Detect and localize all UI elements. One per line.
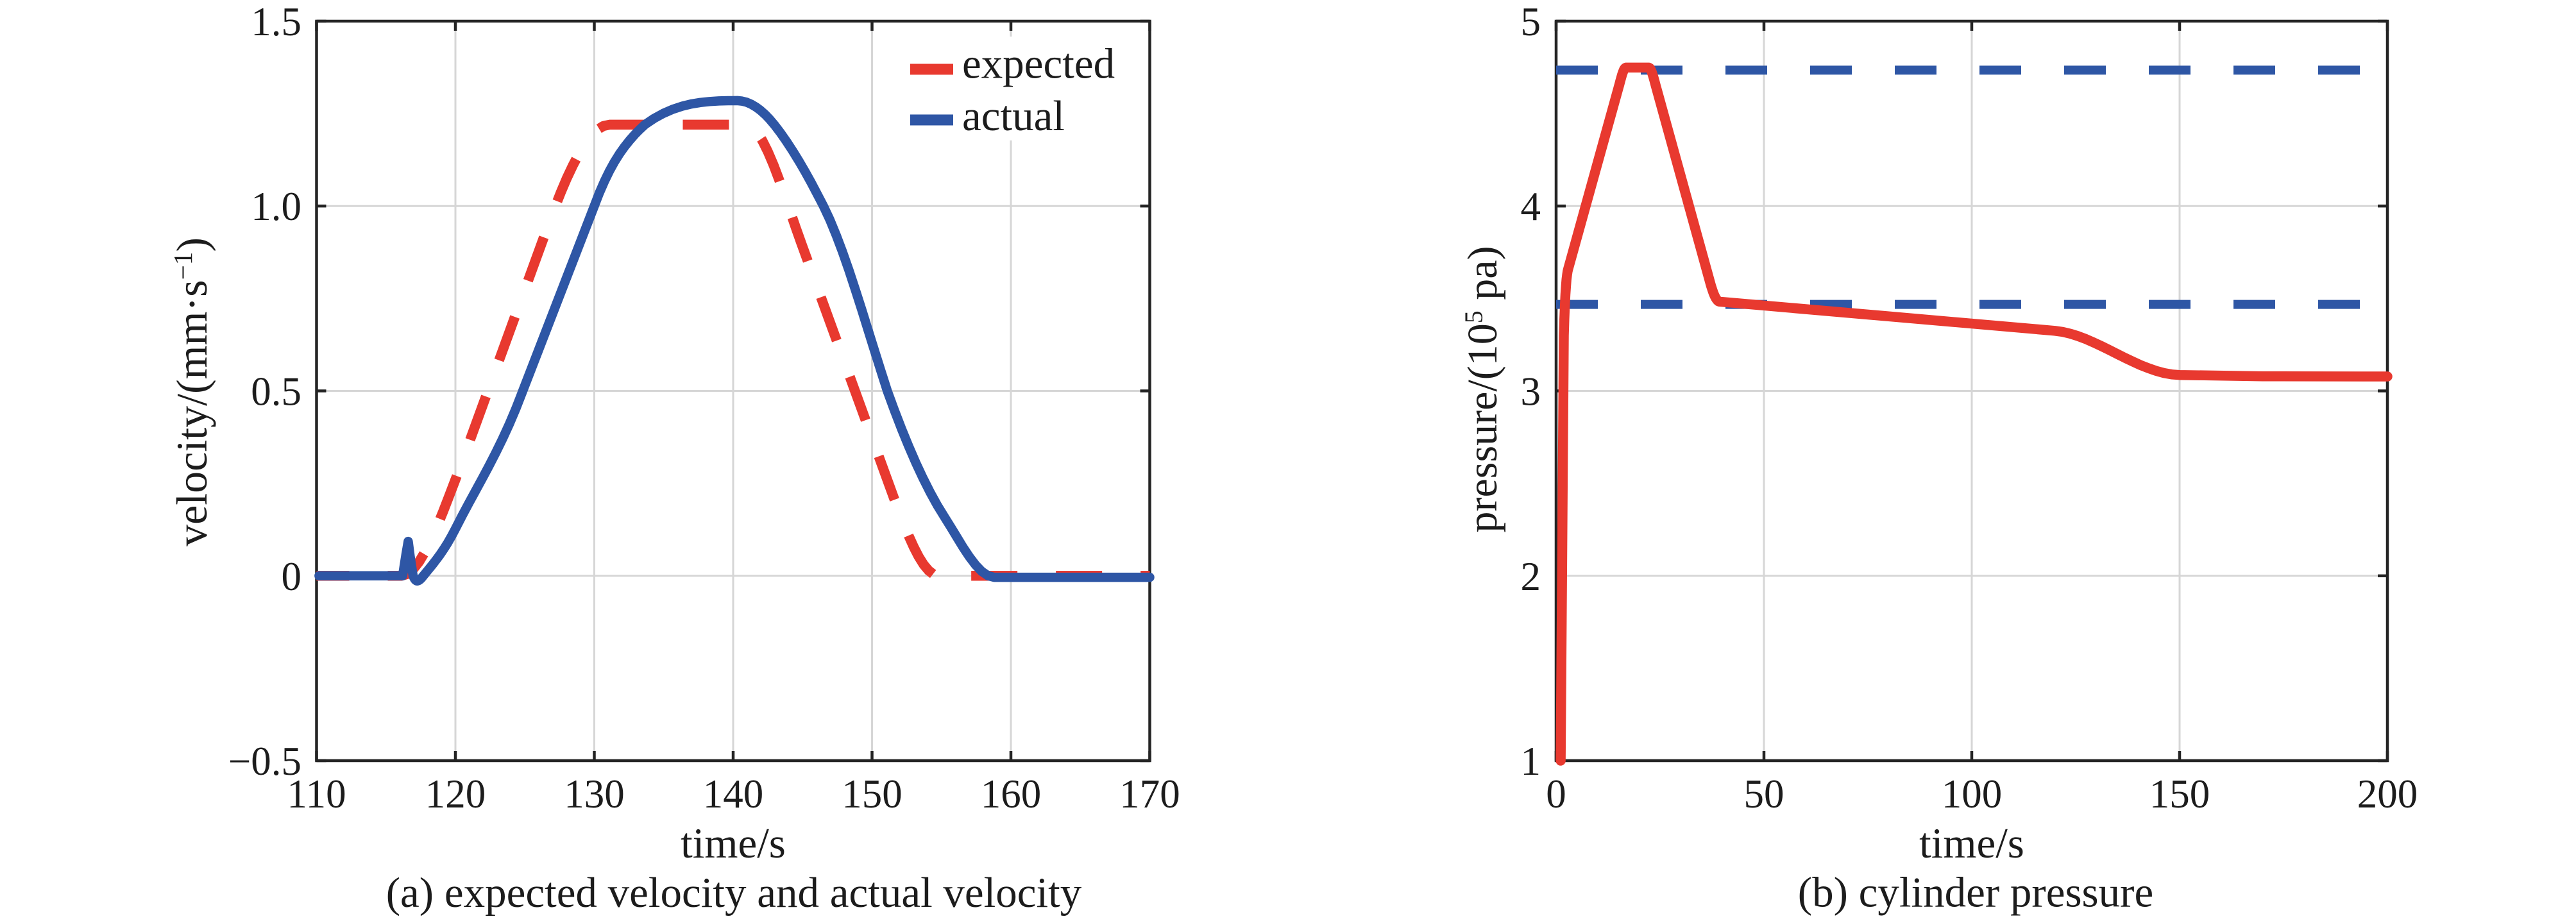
svg-text:1.0: 1.0 [251,184,301,229]
svg-text:4: 4 [1521,184,1541,229]
svg-text:0.5: 0.5 [251,369,301,414]
svg-text:170: 170 [1119,772,1180,816]
svg-text:0: 0 [282,554,302,599]
svg-text:110: 110 [287,772,346,816]
svg-text:(a) expected velocity and actu: (a) expected velocity and actual velocit… [386,869,1082,917]
svg-text:5: 5 [1521,0,1541,44]
svg-text:160: 160 [981,772,1042,816]
svg-text:velocity/(mm·s−1): velocity/(mm·s−1) [167,237,216,546]
svg-text:2: 2 [1521,554,1541,599]
svg-text:actual: actual [962,92,1065,140]
svg-text:1: 1 [1521,739,1541,784]
svg-text:140: 140 [703,772,764,816]
svg-text:−0.5: −0.5 [228,739,301,784]
svg-text:100: 100 [1942,772,2003,816]
svg-text:pressure/(105 pa): pressure/(105 pa) [1459,246,1506,532]
svg-text:150: 150 [2149,772,2210,816]
svg-text:0: 0 [1546,772,1566,816]
svg-text:(b) cylinder pressure: (b) cylinder pressure [1798,869,2153,917]
svg-text:time/s: time/s [681,820,786,867]
svg-text:time/s: time/s [1919,820,2024,867]
svg-text:130: 130 [564,772,625,816]
svg-text:expected: expected [962,40,1115,88]
svg-text:120: 120 [425,772,486,816]
svg-text:3: 3 [1521,369,1541,414]
svg-text:200: 200 [2357,772,2418,816]
svg-text:1.5: 1.5 [251,0,301,44]
svg-text:50: 50 [1744,772,1784,816]
svg-text:150: 150 [842,772,902,816]
